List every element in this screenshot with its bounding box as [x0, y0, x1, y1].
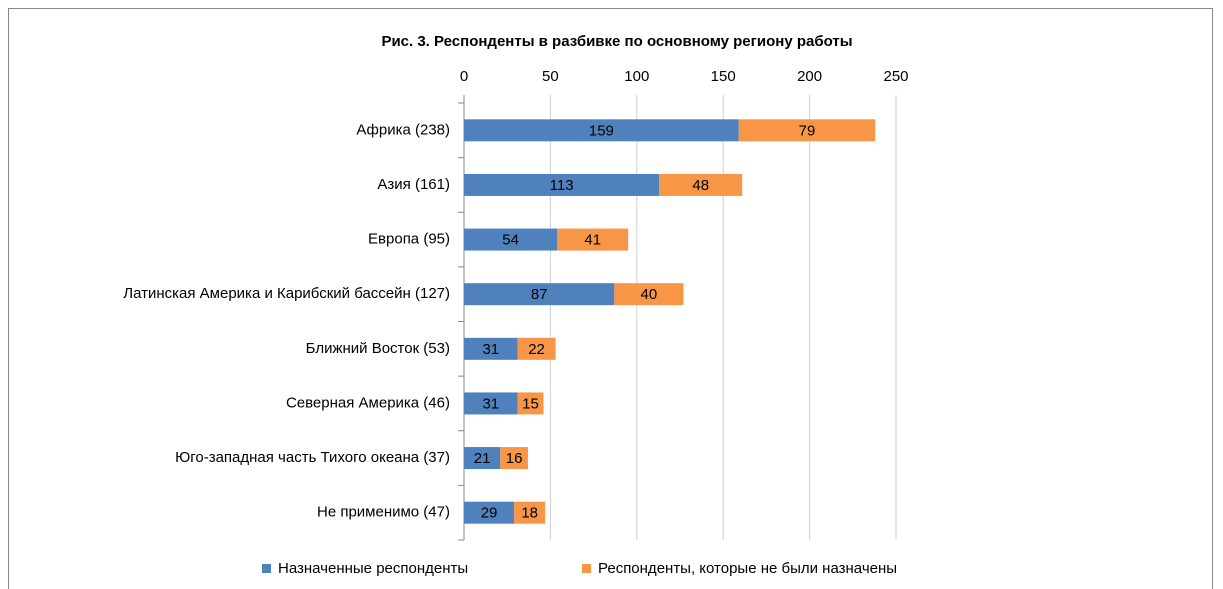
bar-segment — [517, 392, 544, 415]
bar-segment — [464, 337, 518, 360]
data-label: 48 — [692, 177, 709, 194]
legend-label: Респонденты, которые не были назначены — [598, 560, 897, 577]
y-tick-label: Азия (161) — [377, 176, 450, 193]
bar-segment — [464, 283, 615, 306]
x-tick-label: 100 — [624, 68, 649, 85]
bar-segment — [464, 392, 518, 415]
x-tick-label: 250 — [883, 68, 908, 85]
data-label: 15 — [522, 395, 539, 412]
data-label: 22 — [528, 341, 545, 358]
bar-segment — [464, 173, 660, 196]
data-label: 87 — [531, 286, 548, 303]
x-tick-label: 150 — [711, 68, 736, 85]
data-label: 113 — [550, 177, 574, 194]
bar-segment — [500, 447, 528, 470]
data-label: 79 — [799, 122, 816, 139]
bar-segment — [738, 119, 876, 142]
data-label: 40 — [641, 286, 658, 303]
x-tick-label: 50 — [542, 68, 559, 85]
bar-segment — [464, 447, 501, 470]
legend-swatch — [262, 564, 271, 573]
y-tick-label: Ближний Восток (53) — [306, 340, 450, 357]
data-label: 16 — [506, 450, 523, 467]
y-tick-label: Латинская Америка и Карибский бассейн (1… — [123, 285, 450, 302]
bar-segment — [464, 501, 515, 524]
y-tick-label: Европа (95) — [368, 231, 450, 248]
data-label: 29 — [481, 505, 498, 522]
bar-segment — [514, 501, 546, 524]
y-tick-label: Юго-западная часть Тихого океана (37) — [175, 449, 450, 466]
chart-title: Рис. 3. Респонденты в разбивке по основн… — [381, 33, 852, 50]
x-tick-label: 0 — [460, 68, 468, 85]
bar-segment — [464, 119, 739, 142]
legend-label: Назначенные респонденты — [278, 560, 468, 577]
bar-segment — [464, 228, 558, 251]
y-tick-label: Северная Америка (46) — [286, 394, 450, 411]
data-label: 31 — [482, 341, 499, 358]
data-label: 18 — [521, 505, 538, 522]
x-tick-label: 200 — [797, 68, 822, 85]
bar-segment — [659, 173, 743, 196]
bar-segment — [614, 283, 684, 306]
data-label: 41 — [584, 232, 601, 249]
y-tick-label: Не применимо (47) — [317, 504, 450, 521]
data-label: 31 — [482, 395, 499, 412]
legend-swatch — [582, 564, 591, 573]
data-label: 54 — [502, 232, 519, 249]
bar-segment — [517, 337, 556, 360]
y-tick-label: Африка (238) — [356, 121, 450, 138]
bar-segment — [557, 228, 629, 251]
data-label: 21 — [474, 450, 491, 467]
data-label: 159 — [589, 122, 614, 139]
